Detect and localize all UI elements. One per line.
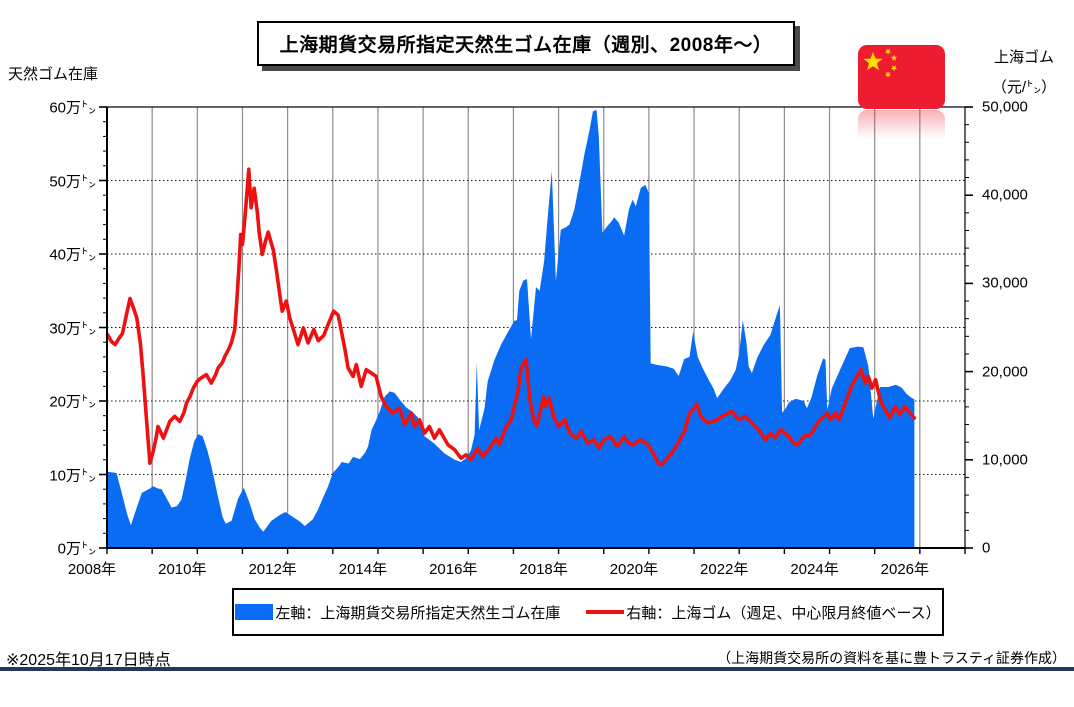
x-axis-tick-label: 2022年 [700,561,749,578]
line-series-swatch [586,610,625,614]
china-flag-icon [858,45,945,109]
x-axis-tick-label: 2020年 [609,561,659,578]
x-axis-tick-label: 2012年 [248,561,297,578]
china-flag-reflection [858,110,945,174]
right-axis-tick-label: 20,000 [982,363,1028,381]
right-axis-title: 上海ゴム （元/㌧） [980,43,1068,103]
left-axis-tick-label: 20万㌧ [49,393,96,411]
source-note: （上海期貨交易所の資料を基に豊トラスティ証券作成） [717,650,1066,666]
right-axis-title-line2: （元/㌧） [991,79,1057,96]
price-line-series [105,167,917,467]
inventory-area-series [107,109,915,549]
x-axis-tick-label: 2014年 [338,561,388,578]
as-of-date-note: ※2025年10月17日時点 [6,652,171,669]
right-axis-tick-label: 40,000 [982,186,1028,204]
left-axis-tick-label: 0万㌧ [57,540,96,558]
chart-title: 上海期貨交易所指定天然生ゴム在庫（週別、2008年～） [279,35,773,56]
legend-line-label: 右軸：上海ゴム（週足、中心限月終値ベース） [626,604,941,622]
chart-title-box: 上海期貨交易所指定天然生ゴム在庫（週別、2008年～） [257,21,795,66]
left-axis-title: 天然ゴム在庫 [8,66,99,83]
left-axis-tick-label: 60万㌧ [49,99,96,117]
area-series-swatch [235,604,274,620]
left-axis-tick-label: 50万㌧ [49,173,96,190]
x-axis-tick-label: 2010年 [158,561,207,578]
x-axis-tick-label: 2008年 [67,561,117,578]
left-axis-tick-label: 40万㌧ [49,246,96,264]
bottom-divider-rule [0,667,1074,671]
right-axis-tick-label: 0 [982,539,991,557]
legend: 左軸：上海期貨交易所指定天然生ゴム在庫 右軸：上海ゴム（週足、中心限月終値ベース… [232,588,944,636]
left-axis-tick-label: 10万㌧ [49,467,96,484]
x-axis-tick-label: 2026年 [880,561,930,578]
x-axis-tick-label: 2018年 [519,561,568,578]
right-axis-tick-label: 10,000 [982,451,1028,469]
right-axis-tick-label: 50,000 [982,98,1028,116]
legend-area-label: 左軸：上海期貨交易所指定天然生ゴム在庫 [275,604,561,622]
x-axis-tick-label: 2016年 [429,561,478,578]
right-axis-title-line1: 上海ゴム [993,49,1054,66]
right-axis-tick-label: 30,000 [982,274,1028,292]
x-axis-tick-label: 2024年 [790,561,839,578]
left-axis-tick-label: 30万㌧ [49,320,96,337]
